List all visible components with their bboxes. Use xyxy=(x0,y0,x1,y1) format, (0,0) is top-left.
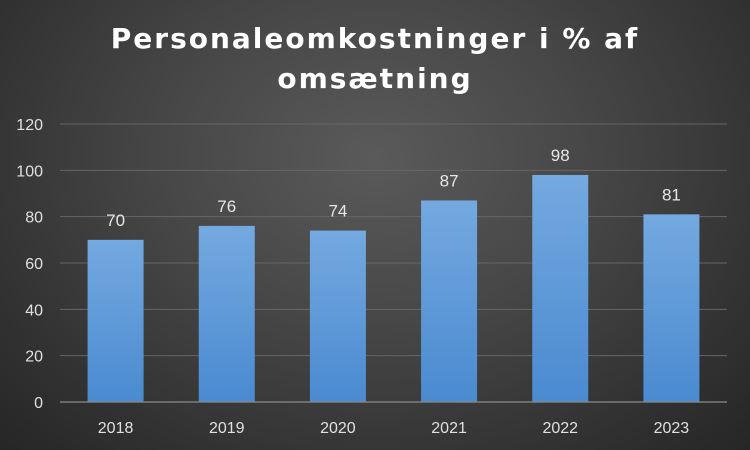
x-tick-label-2018: 2018 xyxy=(98,420,134,437)
data-label-2022: 98 xyxy=(551,146,570,165)
chart-title-line-2: omsætning xyxy=(277,62,472,95)
data-label-2021: 87 xyxy=(440,171,459,190)
x-tick-label-2020: 2020 xyxy=(320,420,356,437)
bar-2021 xyxy=(421,200,478,402)
y-tick-label: 100 xyxy=(16,163,43,180)
x-tick-label-2022: 2022 xyxy=(542,420,578,437)
data-label-2019: 76 xyxy=(217,197,236,216)
bar-2020 xyxy=(309,230,366,402)
y-tick-label: 60 xyxy=(25,256,43,273)
data-label-2018: 70 xyxy=(106,211,125,230)
bar-2022 xyxy=(532,174,589,402)
data-label-2023: 81 xyxy=(662,185,681,204)
bar-2018 xyxy=(87,239,144,402)
y-tick-label: 0 xyxy=(34,395,43,412)
y-tick-label: 120 xyxy=(16,117,43,134)
y-tick-label: 80 xyxy=(25,210,43,227)
bar-2023 xyxy=(643,214,700,402)
y-tick-label: 40 xyxy=(25,302,43,319)
y-axis-ticks: 0 20 40 60 80 100 120 xyxy=(16,117,43,412)
data-labels: 70 76 74 87 98 81 xyxy=(106,146,681,230)
chart-title-line-1: Personaleomkostninger i % af xyxy=(111,22,640,55)
gridlines xyxy=(60,123,727,357)
x-axis-ticks: 2018 2019 2020 2021 2022 2023 xyxy=(98,420,690,437)
x-tick-label-2023: 2023 xyxy=(654,420,690,437)
x-tick-label-2021: 2021 xyxy=(431,420,467,437)
y-tick-label: 20 xyxy=(25,349,43,366)
bar-2019 xyxy=(198,225,255,402)
x-tick-label-2019: 2019 xyxy=(209,420,245,437)
data-label-2020: 74 xyxy=(328,202,347,221)
bars xyxy=(87,174,700,402)
